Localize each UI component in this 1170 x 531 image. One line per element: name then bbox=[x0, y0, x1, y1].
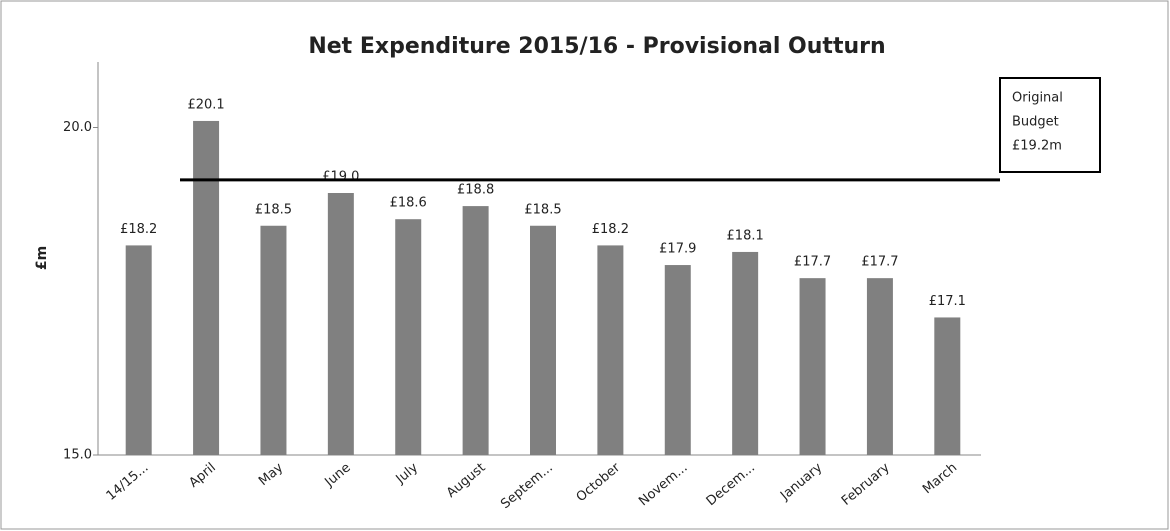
value-label: £18.2 bbox=[120, 222, 157, 237]
bar bbox=[260, 225, 287, 455]
bar bbox=[530, 225, 556, 455]
bar bbox=[125, 245, 152, 455]
budget-box bbox=[999, 77, 1101, 173]
y-tick-label: 20.0 bbox=[63, 120, 92, 135]
bar bbox=[462, 206, 489, 455]
bar bbox=[799, 278, 826, 455]
budget-label: Original bbox=[1012, 91, 1063, 106]
value-label: £17.7 bbox=[794, 255, 831, 270]
value-label: £19.0 bbox=[322, 170, 359, 185]
bar bbox=[597, 245, 624, 455]
value-label: £18.1 bbox=[727, 228, 764, 243]
value-label: £18.5 bbox=[255, 202, 292, 217]
bar bbox=[664, 265, 691, 455]
bar bbox=[934, 317, 961, 455]
value-label: £18.8 bbox=[457, 183, 494, 198]
bar bbox=[395, 219, 422, 455]
y-tick-label: 15.0 bbox=[63, 448, 92, 463]
value-label: £18.5 bbox=[524, 202, 561, 217]
value-label: £17.1 bbox=[929, 294, 966, 309]
value-label: £17.9 bbox=[659, 242, 696, 257]
value-label: £17.7 bbox=[861, 255, 898, 270]
value-label: £20.1 bbox=[187, 97, 224, 112]
chart-title: Net Expenditure 2015/16 - Provisional Ou… bbox=[308, 34, 885, 59]
bar bbox=[866, 278, 893, 455]
y-axis-label: £m bbox=[34, 246, 50, 270]
budget-label: £19.2m bbox=[1012, 139, 1062, 154]
value-label: £18.2 bbox=[592, 222, 629, 237]
bar bbox=[193, 120, 220, 455]
bar bbox=[327, 193, 354, 455]
bar bbox=[732, 251, 759, 455]
value-label: £18.6 bbox=[390, 196, 427, 211]
budget-label: Budget bbox=[1012, 115, 1059, 130]
